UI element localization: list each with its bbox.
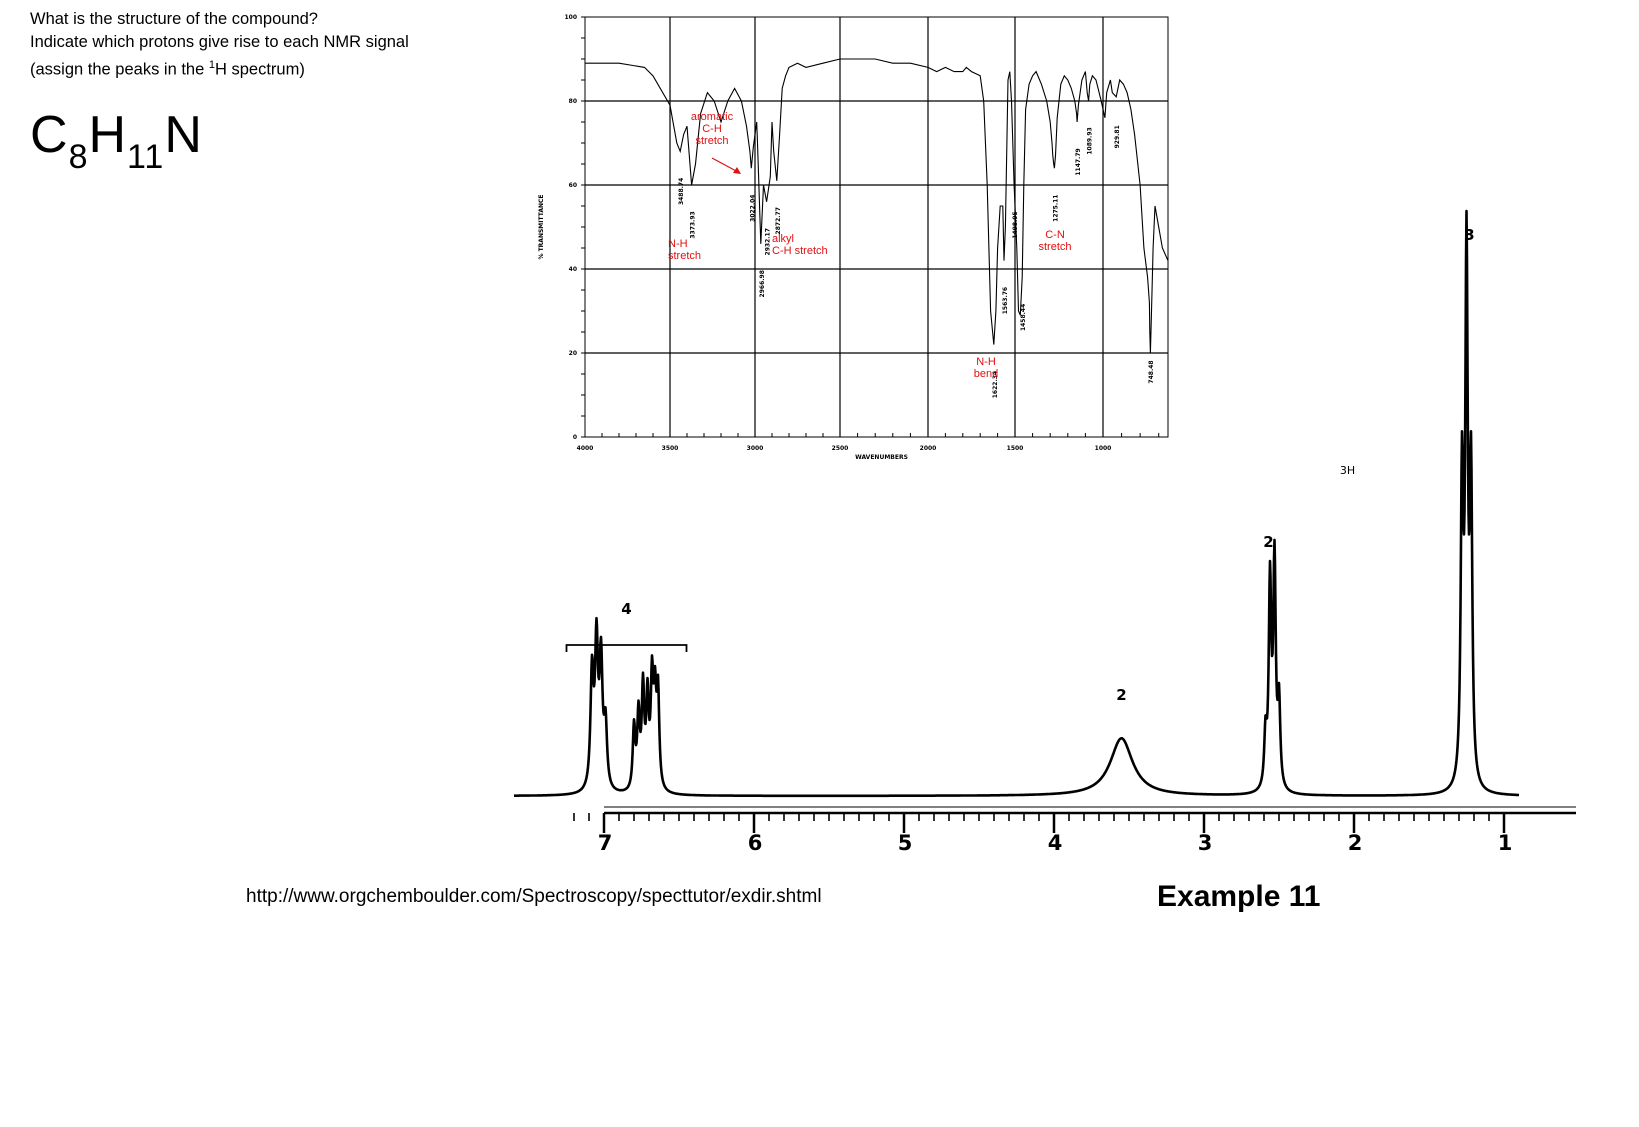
nmr-integration-bracket [565, 644, 688, 652]
ir-annotation-arrowhead [733, 167, 741, 174]
question-line-3: (assign the peaks in the 1H spectrum) [30, 54, 500, 82]
nmr-integration-label: 2 [1116, 686, 1126, 704]
ir-peak-label: 2872.77 [775, 207, 782, 234]
ir-peak-label: 2932.17 [765, 228, 772, 255]
ir-x-tick-label: 1500 [1007, 445, 1024, 452]
ir-annotation-nh-bend: bend [974, 368, 998, 380]
formula-carbon-count: 8 [68, 138, 89, 176]
ir-peak-label: 3373.93 [690, 211, 697, 238]
nmr-integration-label: 3 [1464, 226, 1474, 244]
ir-peak-label: 2966.98 [759, 270, 766, 297]
question-line-3-suffix: H spectrum) [214, 60, 305, 79]
question-line-3-superscript: 1 [208, 59, 215, 71]
ir-y-tick-label: 20 [569, 350, 577, 357]
formula-carbon: C [30, 106, 69, 164]
ir-annotation-nh-stretch: stretch [668, 250, 701, 262]
nmr-axis-tick-label: 7 [598, 831, 613, 855]
nmr-integration-label: 2 [1263, 533, 1273, 551]
source-url: http://www.orgchemboulder.com/Spectrosco… [246, 886, 822, 907]
ir-annotation-arrow [711, 157, 739, 173]
formula-hydrogen-count: 11 [127, 138, 165, 176]
ir-peak-label: 3488.74 [678, 178, 685, 205]
nmr-integration-label: 3H [1340, 464, 1355, 477]
nmr-axis-tick-label: 2 [1348, 831, 1363, 855]
ir-y-tick-label: 80 [569, 98, 577, 105]
ir-peak-label: 1563.76 [1002, 287, 1009, 314]
ir-peak-label: 1622.34 [992, 371, 999, 398]
ir-annotation-nh-stretch: N-H [668, 238, 688, 250]
question-line-3-prefix: (assign the peaks in the [30, 60, 209, 79]
nmr-axis-tick-label: 5 [898, 831, 913, 855]
nmr-spectrum-line [513, 209, 1520, 798]
ir-peak-label: 1147.79 [1075, 148, 1082, 175]
ir-y-axis-label: % TRANSMITTANCE [538, 194, 545, 259]
ir-y-tick-label: 0 [573, 434, 577, 441]
formula-nitrogen: N [164, 106, 203, 164]
nmr-axis-tick-label: 3 [1198, 831, 1213, 855]
ir-x-axis-label: WAVENUMBERS [855, 454, 908, 461]
ir-annotation-alkyl-ch: C-H stretch [772, 245, 828, 257]
ir-peak-label: 929.81 [1114, 125, 1121, 148]
nmr-axis-tick-label: 6 [748, 831, 763, 855]
ir-peak-label: 748.48 [1148, 360, 1155, 383]
formula-hydrogen: H [88, 106, 128, 164]
ir-annotation-alkyl-ch: alkyl [772, 233, 794, 245]
nmr-axis-tick-label: 4 [1048, 831, 1063, 855]
ir-y-tick-label: 100 [564, 14, 577, 21]
ir-peak-label: 3022.04 [749, 195, 756, 222]
ir-peak-label: 1275.11 [1052, 195, 1059, 222]
ir-annotation-cn-stretch: stretch [1038, 241, 1071, 253]
ir-peak-label: 1458.44 [1020, 304, 1027, 331]
example-label: Example 11 [1157, 880, 1321, 913]
ir-x-tick-label: 2500 [832, 445, 849, 452]
ir-annotation-aromatic-ch: stretch [695, 135, 728, 147]
nmr-integration-label: 4 [621, 600, 631, 618]
nmr-axis-tick-label: 1 [1498, 831, 1513, 855]
ir-annotation-aromatic-ch: aromatic [691, 111, 734, 123]
ir-peak-label: 1089.93 [1087, 127, 1094, 154]
question-line-1: What is the structure of the compound? [30, 10, 318, 28]
ir-x-tick-label: 2000 [920, 445, 937, 452]
ir-y-tick-label: 60 [569, 182, 577, 189]
ir-x-tick-label: 3000 [747, 445, 764, 452]
ir-x-tick-label: 3500 [662, 445, 679, 452]
question-line-2: Indicate which protons give rise to each… [30, 33, 409, 51]
ir-annotation-cn-stretch: C-N [1045, 229, 1065, 241]
ir-peak-label: 1498.95 [1012, 211, 1019, 238]
ir-transmittance-line [585, 58, 1169, 354]
molecular-formula: C8H11N [30, 105, 203, 176]
ir-y-tick-label: 40 [569, 266, 577, 273]
ir-x-tick-label: 4000 [577, 445, 594, 452]
ir-annotation-nh-bend: N-H [976, 356, 996, 368]
ir-x-tick-label: 1000 [1095, 445, 1112, 452]
ir-annotation-aromatic-ch: C-H [702, 123, 722, 135]
question-block: What is the structure of the compound? I… [30, 8, 500, 82]
